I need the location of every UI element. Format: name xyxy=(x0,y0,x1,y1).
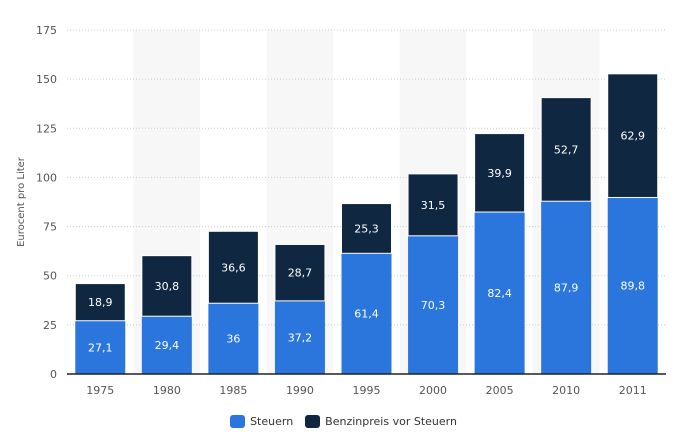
data-label: 18,9 xyxy=(88,296,113,309)
x-tick-label: 2011 xyxy=(619,384,647,397)
bar-steuern xyxy=(541,201,592,374)
data-label: 87,9 xyxy=(554,282,579,295)
x-tick-label: 1975 xyxy=(86,384,114,397)
bar-benzinpreis xyxy=(274,243,326,302)
y-axis-label: Eurocent pro Liter xyxy=(16,156,27,247)
x-tick-label: 1995 xyxy=(353,384,381,397)
y-tick-label: 75 xyxy=(43,221,57,234)
bar-benzinpreis xyxy=(540,97,592,202)
y-tick-label: 150 xyxy=(36,73,57,86)
legend-item-steuern[interactable]: Steuern xyxy=(230,415,293,428)
bar-benzinpreis xyxy=(207,230,259,304)
data-label: 36 xyxy=(226,333,240,346)
x-tick-label: 1980 xyxy=(153,384,181,397)
x-tick-label: 1985 xyxy=(219,384,247,397)
y-tick-label: 175 xyxy=(36,24,57,37)
data-label: 25,3 xyxy=(354,222,379,235)
bar-steuern xyxy=(274,300,325,374)
y-tick-label: 50 xyxy=(43,270,57,283)
data-label: 36,6 xyxy=(221,261,246,274)
bar-steuern xyxy=(75,320,126,374)
data-label: 31,5 xyxy=(421,199,446,212)
legend-label: Benzinpreis vor Steuern xyxy=(325,415,457,428)
legend-item-benzinpreis[interactable]: Benzinpreis vor Steuern xyxy=(305,415,457,428)
legend: Steuern Benzinpreis vor Steuern xyxy=(0,415,687,428)
bar-benzinpreis xyxy=(141,255,193,317)
data-label: 82,4 xyxy=(487,287,512,300)
data-label: 70,3 xyxy=(421,299,446,312)
y-tick-label: 0 xyxy=(50,368,57,381)
x-tick-label: 2010 xyxy=(552,384,580,397)
data-label: 89,8 xyxy=(620,280,645,293)
x-tick-label: 1990 xyxy=(286,384,314,397)
bar-benzinpreis xyxy=(341,203,392,254)
bar-steuern xyxy=(208,303,259,374)
y-tick-label: 100 xyxy=(36,171,57,184)
bar-benzinpreis xyxy=(607,73,659,198)
data-label: 52,7 xyxy=(554,143,579,156)
bar-benzinpreis xyxy=(407,173,459,237)
legend-swatch xyxy=(305,415,321,428)
data-label: 62,9 xyxy=(620,130,645,143)
legend-label: Steuern xyxy=(250,415,294,428)
data-label: 30,8 xyxy=(155,280,180,293)
y-tick-label: 25 xyxy=(43,319,57,332)
bar-benzinpreis xyxy=(74,283,126,322)
legend-swatch xyxy=(230,415,246,428)
data-label: 27,1 xyxy=(88,341,113,354)
x-tick-label: 2000 xyxy=(419,384,447,397)
bar-benzinpreis xyxy=(474,133,526,213)
bar-steuern xyxy=(474,212,525,374)
bar-steuern xyxy=(341,253,392,374)
x-tick-label: 2005 xyxy=(486,384,514,397)
data-label: 39,9 xyxy=(487,167,512,180)
data-label: 28,7 xyxy=(288,267,313,280)
bar-steuern xyxy=(408,235,459,374)
data-label: 29,4 xyxy=(155,339,180,352)
bar-steuern xyxy=(141,316,192,374)
data-label: 37,2 xyxy=(288,331,313,344)
y-tick-label: 125 xyxy=(36,122,57,135)
data-label: 61,4 xyxy=(354,308,379,321)
bar-steuern xyxy=(607,197,658,374)
